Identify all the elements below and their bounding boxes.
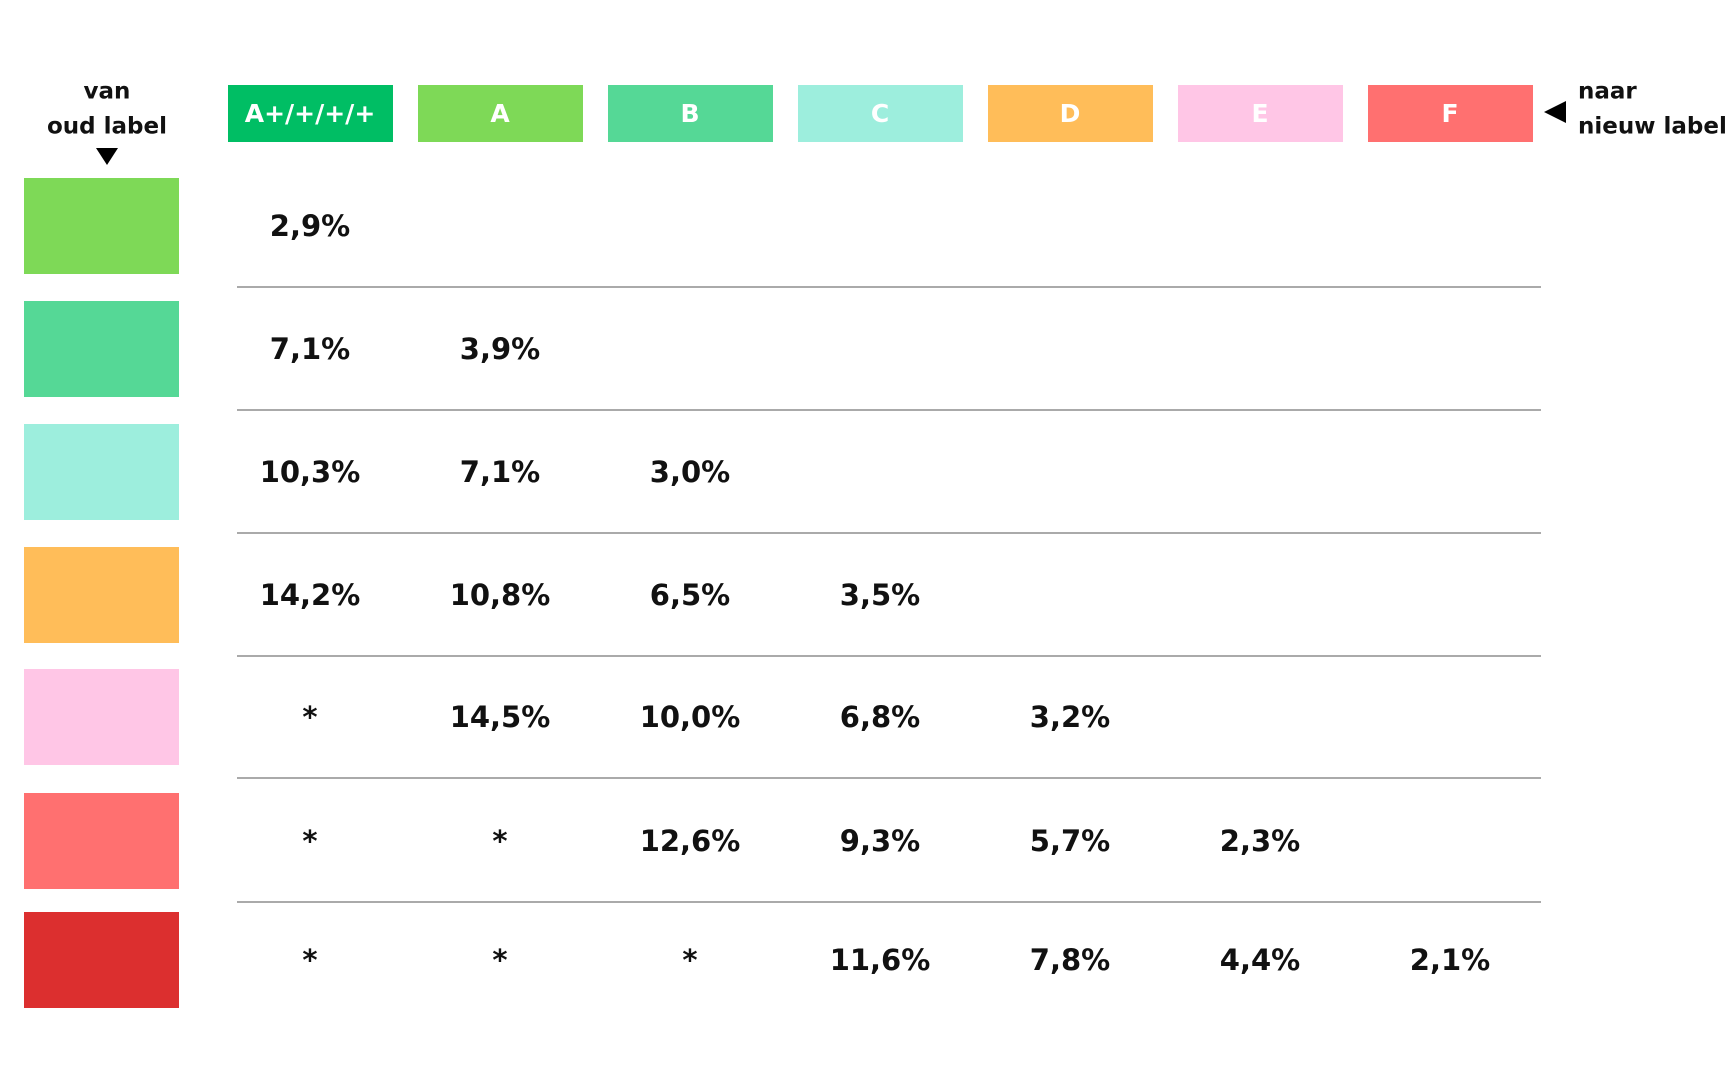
cell-value: 3,5%: [840, 578, 920, 612]
row-swatch: [24, 424, 179, 520]
column-header: E: [1251, 99, 1268, 128]
cell-value: *: [492, 824, 507, 858]
cell-value: 3,9%: [460, 332, 540, 366]
row-swatch: [24, 912, 179, 1008]
column-header-box: [418, 85, 583, 142]
cell-value: 2,1%: [1410, 943, 1490, 977]
column-header-box: [988, 85, 1153, 142]
cell-value: 12,6%: [640, 824, 741, 858]
cell-value: 14,5%: [450, 700, 551, 734]
left-label: van: [84, 79, 131, 105]
row-swatch: [24, 178, 179, 274]
cell-value: 10,3%: [260, 455, 361, 489]
column-header-box: [798, 85, 963, 142]
cell-value: 7,1%: [270, 332, 350, 366]
right-label: naar: [1578, 79, 1637, 105]
cell-value: 3,0%: [650, 455, 730, 489]
cell-value: 7,1%: [460, 455, 540, 489]
right-label: nieuw label: [1578, 114, 1727, 140]
down-arrow: [96, 148, 118, 165]
cell-value: *: [682, 943, 697, 977]
row-swatch: [24, 547, 179, 643]
cell-value: 4,4%: [1220, 943, 1300, 977]
column-header: B: [680, 99, 699, 128]
cell-value: *: [302, 943, 317, 977]
cell-value: 10,8%: [450, 578, 551, 612]
left-label: oud label: [47, 114, 167, 140]
cell-value: 2,9%: [270, 209, 350, 243]
column-header-box: [608, 85, 773, 142]
cell-value: 5,7%: [1030, 824, 1110, 858]
cell-value: 9,3%: [840, 824, 920, 858]
left-arrow: [1544, 101, 1566, 123]
column-header: A+/+/+/+: [245, 99, 376, 128]
cell-value: *: [302, 824, 317, 858]
cell-value: *: [302, 700, 317, 734]
row-swatch: [24, 793, 179, 889]
cell-value: 6,5%: [650, 578, 730, 612]
column-header-box: [1178, 85, 1343, 142]
column-header: D: [1060, 99, 1081, 128]
cell-value: 7,8%: [1030, 943, 1110, 977]
cell-value: 6,8%: [840, 700, 920, 734]
column-header: C: [871, 99, 889, 128]
cell-value: 2,3%: [1220, 824, 1300, 858]
cell-value: 11,6%: [830, 943, 931, 977]
column-header-box: [228, 85, 393, 142]
column-header: A: [490, 99, 510, 128]
column-header: F: [1441, 99, 1458, 128]
cell-value: *: [492, 943, 507, 977]
cell-value: 3,2%: [1030, 700, 1110, 734]
cell-value: 14,2%: [260, 578, 361, 612]
row-swatch: [24, 301, 179, 397]
cell-value: 10,0%: [640, 700, 741, 734]
row-swatch: [24, 669, 179, 765]
column-header-box: [1368, 85, 1533, 142]
